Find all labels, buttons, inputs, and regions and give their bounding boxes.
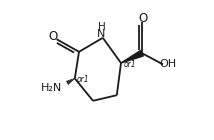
- Text: H: H: [98, 22, 105, 32]
- Text: OH: OH: [159, 59, 176, 69]
- Text: O: O: [139, 12, 148, 25]
- Text: O: O: [49, 30, 58, 43]
- Text: or1: or1: [76, 75, 89, 84]
- Text: or1: or1: [124, 60, 136, 69]
- Polygon shape: [121, 50, 143, 63]
- Text: N: N: [97, 29, 106, 39]
- Text: H₂N: H₂N: [40, 83, 62, 93]
